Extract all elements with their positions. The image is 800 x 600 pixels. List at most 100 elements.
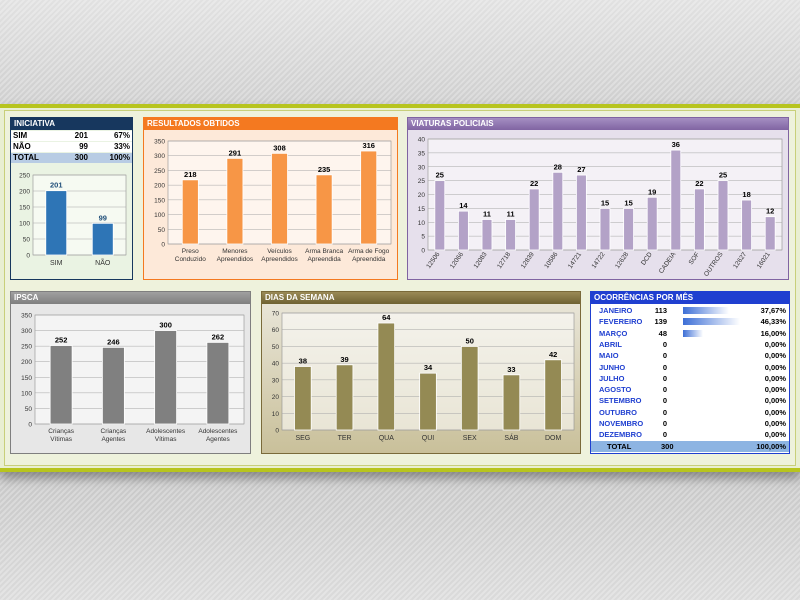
month-value: 48 — [658, 328, 667, 338]
y-tick-label: 35 — [418, 150, 426, 157]
bar — [315, 174, 333, 245]
data-label: 99 — [99, 213, 107, 222]
bar — [576, 174, 587, 251]
x-tick-label: CADEIA — [658, 251, 678, 275]
bar — [360, 150, 378, 245]
data-label: 19 — [648, 187, 656, 196]
x-tick-label: Adolescentes — [146, 428, 186, 435]
x-tick-label: 12627 — [732, 251, 748, 270]
bar — [458, 210, 469, 251]
data-label: 36 — [672, 140, 680, 149]
month-value: 0 — [662, 385, 667, 395]
viaturas-title: VIATURAS POLICIAIS — [408, 118, 788, 130]
bar — [206, 342, 230, 425]
y-tick-label: 300 — [154, 153, 165, 160]
x-tick-label: 12506 — [425, 251, 441, 270]
x-tick-label: DCD — [640, 251, 654, 267]
x-tick-label: 12718 — [496, 251, 512, 270]
y-tick-label: 0 — [161, 242, 165, 249]
month-pct: 0,00% — [764, 430, 786, 440]
month-name: JULHO — [599, 373, 625, 383]
viaturas-chart: 0 5 10 15 20 25 30 35 40 25 12506 14 12066 11 12083 11 1… — [418, 137, 783, 278]
month-databar — [683, 352, 743, 359]
y-tick-label: 0 — [275, 428, 279, 435]
bar — [623, 207, 634, 251]
x-tick-label: 12628 — [614, 251, 630, 270]
month-pct: 0,00% — [764, 385, 786, 395]
month-value: 139 — [654, 317, 667, 327]
bar — [419, 372, 437, 431]
x-tick-label: Veículos — [267, 248, 292, 255]
x-tick-label: 12839 — [520, 251, 536, 270]
bar — [544, 359, 562, 431]
table-row: JANEIRO 113 37,67% — [591, 305, 789, 316]
x-tick-label: Preso — [182, 248, 199, 255]
data-label: 235 — [318, 165, 331, 174]
month-name: ABRIL — [599, 339, 622, 349]
total-pct: 100,00% — [756, 442, 786, 451]
data-label: 11 — [483, 209, 491, 218]
x-tick-label: Arma de Fogo — [348, 248, 390, 255]
table-row: DEZEMBRO 0 0,00% — [591, 429, 789, 440]
bar — [502, 374, 521, 431]
databar-fill — [683, 307, 730, 314]
table-cell-pct: 100% — [109, 153, 130, 162]
y-tick-label: 150 — [154, 197, 165, 204]
bar — [271, 152, 288, 245]
data-label: 300 — [159, 321, 172, 330]
x-tick-label: NÃO — [95, 258, 111, 267]
y-tick-label: 15 — [418, 206, 426, 213]
table-row: FEVEREIRO 139 46,33% — [591, 316, 789, 327]
x-tick-label: SÁB — [504, 433, 518, 442]
month-pct: 0,00% — [764, 419, 786, 428]
x-tick-label: 10586 — [543, 251, 559, 270]
ipsca-chart: 050100150200250300350252CriançasVítimas2… — [21, 313, 245, 443]
table-cell-label: SIM — [13, 131, 28, 140]
y-tick-label: 10 — [272, 411, 280, 418]
month-name: SETEMBRO — [599, 396, 642, 406]
bar — [154, 330, 177, 425]
month-name: JUNHO — [599, 362, 626, 372]
data-label: 28 — [554, 162, 562, 171]
table-row-total: TOTAL 300 100% — [11, 153, 132, 163]
table-row: MARÇO 48 16,00% — [591, 328, 789, 339]
bar — [646, 196, 658, 251]
data-label: 25 — [436, 171, 444, 180]
ocorrencias-table: JANEIRO 113 37,67% FEVEREIRO 139 46,33% MARÇO 4… — [591, 305, 789, 453]
table-row: AGOSTO 0 0,00% — [591, 384, 789, 395]
bar — [460, 346, 479, 431]
y-tick-label: 50 — [158, 227, 166, 234]
databar-fill — [683, 318, 740, 326]
data-label: 25 — [719, 171, 727, 180]
table-row: NÃO 99 33% — [11, 142, 132, 152]
iniciativa-panel: INICIATIVA SIM 201 67% NÃO 99 33% TOTAL … — [10, 117, 133, 280]
data-label: 18 — [742, 190, 750, 199]
month-databar — [683, 375, 743, 382]
y-tick-label: 60 — [272, 327, 280, 334]
month-name: OUTUBRO — [599, 407, 637, 417]
y-tick-label: 50 — [272, 344, 280, 351]
x-tick-label: SEG — [295, 435, 310, 442]
table-row: OUTUBRO 0 0,00% — [591, 407, 789, 418]
x-tick-label: Conduzido — [175, 256, 206, 263]
x-tick-label: Agentes — [101, 436, 126, 443]
month-databar — [683, 341, 743, 348]
y-tick-label: 0 — [28, 422, 32, 429]
data-label: 11 — [507, 209, 515, 218]
bar — [552, 171, 564, 251]
month-name: NOVEMBRO — [599, 419, 644, 428]
x-tick-label: 16021 — [756, 251, 772, 270]
month-databar — [683, 364, 743, 371]
x-tick-label: TER — [338, 435, 352, 442]
y-tick-label: 0 — [26, 253, 30, 260]
x-tick-label: Agentes — [206, 436, 231, 443]
total-label: TOTAL — [607, 442, 632, 451]
table-row: JUNHO 0 0,00% — [591, 362, 789, 373]
data-label: 15 — [624, 198, 632, 207]
data-label: 22 — [695, 179, 703, 188]
bar — [226, 157, 244, 245]
data-label: 33 — [507, 365, 515, 374]
y-tick-label: 40 — [418, 137, 426, 144]
bar — [294, 366, 312, 431]
dias-chart: 0 10 20 30 40 50 60 70 38 SEG 39 TER 64 QUA 34 QUI 50 SEX… — [272, 311, 575, 442]
